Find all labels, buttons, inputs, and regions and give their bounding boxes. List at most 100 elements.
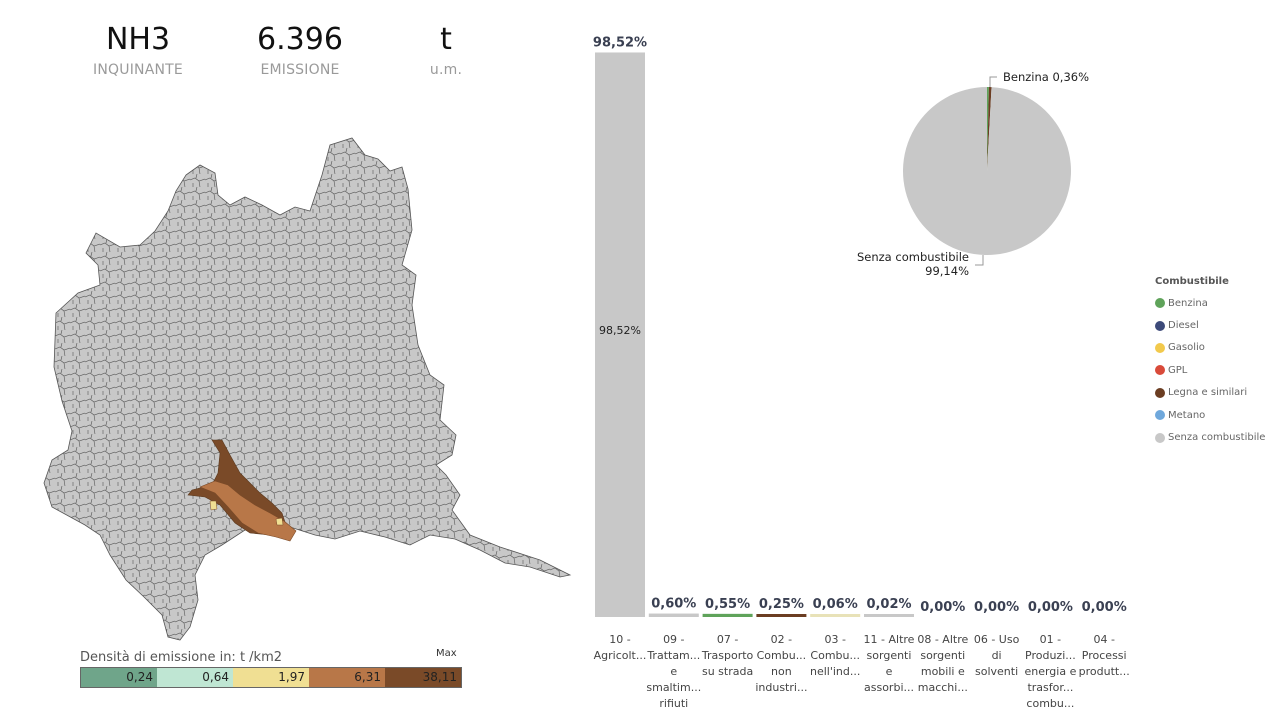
bar-category-label-1-0: 09 - (663, 633, 684, 646)
bar-category-label-5-2: e (886, 665, 893, 678)
legend-dot-icon (1155, 432, 1165, 443)
bar-category-label-3-1: Combu... (757, 649, 807, 662)
legend-dot-icon (1155, 410, 1165, 421)
kpi-inquinante-label: INQUINANTE (93, 62, 183, 78)
bar-category-label-8-0: 01 - (1040, 633, 1061, 646)
legend-dot-icon (1155, 342, 1165, 353)
kpi-emissione: 6.396 EMISSIONE (235, 22, 365, 78)
bar-category-label-8-4: combu... (1026, 697, 1074, 710)
fuel-legend-item-3[interactable]: GPL (1155, 359, 1265, 381)
pie-leader-senza (975, 255, 984, 266)
bar-category-label-8-1: Produzi... (1025, 649, 1076, 662)
pie-slice-1[interactable] (987, 87, 992, 171)
bar-category-label-5-0: 11 - Altre (864, 633, 915, 646)
fuel-legend-item-0[interactable]: Benzina (1155, 292, 1265, 314)
sector-bar-chart[interactable]: 98,52% 10 - Agricolt... 0,60% 09 - Trattam...… (585, 10, 1145, 715)
bar-inner-label: 98,52% (599, 324, 641, 337)
fuel-legend-item-6[interactable]: Senza combustibile (1155, 426, 1265, 448)
bar-value-label-7: 0,00% (974, 600, 1019, 615)
fuel-legend-item-2[interactable]: Gasolio (1155, 337, 1265, 359)
map-legend-max: Max (436, 648, 457, 659)
hotspot-mid[interactable] (199, 480, 297, 542)
bar-value-label-5: 0,02% (866, 597, 911, 612)
bar-4[interactable] (810, 614, 861, 617)
bar-category-label-1-1: Trattam... (646, 649, 700, 662)
legend-dot-icon (1155, 365, 1165, 376)
bar-category-label-6-0: 08 - Altre (917, 633, 968, 646)
fuel-legend-label: GPL (1168, 364, 1188, 376)
fuel-legend-label: Legna e similari (1168, 387, 1248, 399)
kpi-um-label: u.m. (429, 62, 463, 78)
bar-5[interactable] (864, 614, 914, 617)
legend-seg-1: 0,24 (81, 668, 157, 687)
lombardia-map[interactable] (40, 135, 580, 645)
bar-category-label-6-1: sorgenti (920, 649, 965, 662)
bar-category-label-3-0: 02 - (771, 633, 792, 646)
bar-category-label-0-0: 10 - (609, 633, 630, 646)
bar-category-label-1-3: smaltim... (646, 681, 701, 694)
hotspot-yellow-2[interactable] (275, 517, 284, 526)
fuel-legend-label: Benzina (1168, 297, 1208, 309)
fuel-legend-item-5[interactable]: Metano (1155, 404, 1265, 426)
kpi-inquinante-value: NH3 (105, 22, 171, 57)
bar-value-label-2: 0,55% (705, 597, 750, 612)
bar-category-label-9-1: Processi (1082, 649, 1127, 662)
pie-slice-2[interactable] (902, 87, 1071, 255)
legend-seg-5: 38,11 (385, 668, 461, 687)
bar-category-label-2-1: Trasporto (701, 649, 754, 662)
legend-seg-4: 6,31 (309, 668, 385, 687)
bar-category-label-8-3: trasfor... (1027, 681, 1073, 694)
legend-seg-3: 1,97 (233, 668, 309, 687)
fuel-legend-item-1[interactable]: Diesel (1155, 314, 1265, 336)
fuel-legend-title: Combustibile (1155, 276, 1229, 287)
bar-category-label-2-2: su strada (702, 665, 753, 678)
bar-category-label-4-1: Combu... (810, 649, 860, 662)
pie-slice-0[interactable] (987, 87, 989, 171)
bar-category-label-9-2: produtt... (1079, 665, 1130, 678)
bar-value-label-4: 0,06% (813, 597, 858, 612)
bar-category-label-7-1: di (992, 649, 1002, 662)
bar-category-label-1-2: e (670, 665, 677, 678)
pie-label-senza-name: Senza combustibile (857, 250, 969, 264)
bar-value-label-1: 0,60% (651, 597, 696, 612)
bar-1[interactable] (648, 613, 699, 617)
bar-2[interactable] (702, 613, 753, 617)
bar-category-label-0-1: Agricolt... (594, 649, 647, 662)
bar-category-label-2-0: 07 - (717, 633, 738, 646)
bar-category-label-3-3: industri... (755, 681, 807, 694)
kpi-emissione-label: EMISSIONE (260, 62, 340, 78)
bar-category-label-7-2: solventi (975, 665, 1018, 678)
bar-category-label-7-0: 06 - Uso (974, 633, 1020, 646)
bar-category-label-3-2: non (771, 665, 792, 678)
pie-label-benzina: Benzina 0,36% (1003, 70, 1089, 84)
bar-value-label-6: 0,00% (920, 600, 965, 615)
bar-category-label-6-3: macchi... (918, 681, 968, 694)
bar-category-label-6-2: mobili e (921, 665, 965, 678)
hotspot-yellow-1[interactable] (209, 500, 218, 511)
lombardia-region[interactable] (43, 137, 572, 641)
kpi-emissione-value: 6.396 (257, 22, 343, 57)
bar-value-label-0: 98,52% (593, 35, 647, 50)
bar-category-label-1-4: rifiuti (659, 697, 688, 710)
bar-category-label-4-2: nell'ind... (810, 665, 860, 678)
fuel-legend-label: Senza combustibile (1168, 432, 1266, 444)
bar-value-label-9: 0,00% (1082, 600, 1127, 615)
pie-label-senza-value: 99,14% (925, 264, 969, 278)
legend-dot-icon (1155, 320, 1165, 331)
fuel-legend-item-4[interactable]: Legna e similari (1155, 382, 1265, 404)
map-legend-scale: 0,24 0,64 1,97 6,31 38,11 (80, 667, 462, 688)
bar-3[interactable] (756, 614, 807, 617)
kpi-inquinante: NH3 INQUINANTE (73, 22, 203, 78)
kpi-unita-misura: t u.m. (381, 22, 511, 78)
legend-dot-icon (1155, 387, 1165, 398)
bar-value-label-3: 0,25% (759, 597, 804, 612)
fuel-legend: Combustibile Benzina Diesel Gasolio GPL Legn… (1155, 276, 1265, 449)
bar-category-label-5-1: sorgenti (867, 649, 912, 662)
bar-0[interactable] (595, 52, 645, 617)
legend-seg-2: 0,64 (157, 668, 233, 687)
fuel-legend-label: Diesel (1168, 320, 1199, 332)
bar-value-label-8: 0,00% (1028, 600, 1073, 615)
bar-category-label-9-0: 04 - (1093, 633, 1114, 646)
map-legend-title: Densità di emissione in: t /km2 (80, 650, 283, 665)
